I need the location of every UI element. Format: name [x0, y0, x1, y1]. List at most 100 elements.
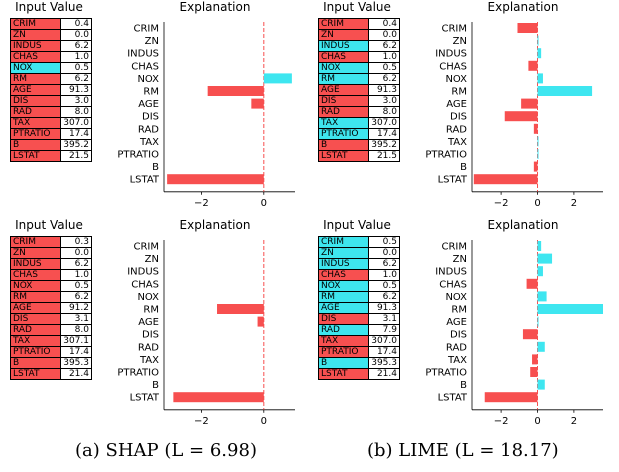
category-label: CHAS [439, 279, 467, 290]
bar [537, 316, 539, 327]
bar [217, 304, 264, 314]
table-row: CHAS 1.0 [318, 51, 400, 63]
category-label: TAX [447, 137, 467, 148]
x-tick-label: 2 [571, 416, 577, 427]
table-row: NOX 0.5 [10, 62, 92, 74]
category-label: RAD [446, 342, 467, 353]
category-label: RAD [138, 124, 159, 135]
bar [521, 98, 538, 109]
category-label: LSTAT [438, 175, 468, 186]
bar [504, 111, 538, 122]
value-cell: 17.4 [368, 128, 400, 140]
bar [537, 48, 542, 59]
category-label: ZN [145, 254, 159, 265]
table-row: LSTAT 21.5 [318, 150, 400, 162]
category-label: INDUS [435, 49, 467, 60]
category-label: RM [451, 305, 467, 316]
table-title: Input Value [15, 0, 83, 14]
category-label: TAX [447, 355, 467, 366]
bar [530, 367, 538, 377]
feature-cell: TAX [318, 335, 369, 347]
category-label: DIS [450, 330, 467, 341]
input-value-table: CRIM 0.4 ZN 0.0 INDUS 6.2 CHAS 1.0 NOX 0.5 RM 6.2 AG… [10, 18, 92, 162]
chart-title: Explanation [487, 0, 559, 14]
bar [537, 86, 593, 96]
table-title: Input Value [323, 0, 391, 14]
input-value-table: CRIM 0.4 ZN 0.0 INDUS 6.2 CHAS 1.0 NOX 0.5 RM 6.2 AG… [318, 18, 400, 162]
panel-lime-bottom: Input Value Explanation CRIM 0.5 ZN 0.0 INDUS 6… [308, 218, 608, 427]
category-label: B [460, 380, 467, 391]
table-row: CRIM 0.4 [318, 18, 400, 30]
feature-cell: LSTAT [10, 368, 61, 380]
bar [537, 136, 539, 147]
value-cell: 6.2 [368, 40, 400, 52]
bar [537, 73, 543, 84]
value-cell: 21.4 [368, 368, 400, 380]
bar [257, 316, 264, 327]
category-label: CRIM [441, 242, 467, 253]
value-cell: 307.0 [60, 117, 92, 129]
bar [537, 341, 545, 352]
category-label: INDUS [127, 267, 159, 278]
category-label: PTRATIO [425, 150, 467, 161]
category-label: INDUS [435, 267, 467, 278]
table-row: RAD 8.0 [318, 106, 400, 118]
bar [537, 253, 553, 264]
category-label: ZN [453, 36, 467, 47]
bar [207, 86, 264, 96]
value-cell: 0.5 [368, 236, 400, 248]
category-label: B [460, 162, 467, 173]
category-label: NOX [445, 74, 467, 85]
chart-title: Explanation [487, 218, 559, 232]
category-label: LSTAT [130, 393, 160, 404]
table-row: AGE 91.3 [318, 84, 400, 96]
category-label: CHAS [131, 61, 159, 72]
value-cell: 21.5 [368, 150, 400, 162]
category-label: LSTAT [438, 393, 468, 404]
bar [173, 392, 264, 403]
table-row: PTRATIO 17.4 [318, 346, 400, 358]
value-cell: 91.3 [368, 84, 400, 96]
table-row: RAD 7.9 [318, 324, 400, 336]
panel-shap-bottom: Input Value Explanation CRIM 0.3 ZN 0.0 INDUS 6… [0, 218, 300, 427]
category-label: PTRATIO [117, 368, 159, 379]
category-label: AGE [138, 317, 159, 328]
x-tick-label: −2 [494, 416, 509, 427]
category-label: AGE [446, 317, 467, 328]
chart-title: Explanation [179, 0, 251, 14]
category-label: ZN [145, 36, 159, 47]
caption-lime: (b) LIME (L = 18.17) [367, 440, 559, 461]
table-row: LSTAT 21.5 [10, 150, 92, 162]
value-cell: 17.4 [368, 346, 400, 358]
category-label: LSTAT [130, 175, 160, 186]
value-cell: 6.2 [60, 291, 92, 303]
table-title: Input Value [323, 218, 391, 232]
input-value-table: CRIM 0.5 ZN 0.0 INDUS 6.2 CHAS 1.0 NOX 0.5 RM 6.2 AG… [318, 236, 400, 380]
value-cell: 1.0 [368, 51, 400, 63]
table-row: LSTAT 21.4 [10, 368, 92, 380]
table-row: DIS 3.0 [10, 95, 92, 107]
x-tick-label: −2 [194, 198, 209, 209]
category-label: DIS [450, 112, 467, 123]
bar [537, 149, 539, 159]
category-label: CRIM [133, 24, 159, 35]
table-row: TAX 307.1 [10, 335, 92, 347]
category-label: DIS [142, 112, 159, 123]
table-row: PTRATIO 17.4 [10, 128, 92, 140]
category-label: TAX [139, 355, 159, 366]
table-row: RAD 8.0 [10, 324, 92, 336]
table-row: INDUS 6.2 [318, 258, 400, 270]
value-cell: 17.4 [60, 128, 92, 140]
category-label: NOX [137, 74, 159, 85]
category-label: NOX [137, 292, 159, 303]
category-label: RAD [138, 342, 159, 353]
bar [537, 241, 542, 251]
bar [537, 291, 547, 302]
table-row: AGE 91.3 [318, 302, 400, 314]
table-row: RM 6.2 [10, 291, 92, 303]
feature-cell: RAD [318, 324, 369, 336]
value-cell: 395.3 [368, 357, 400, 369]
feature-cell: INDUS [10, 258, 61, 270]
table-row: RM 6.2 [318, 291, 400, 303]
